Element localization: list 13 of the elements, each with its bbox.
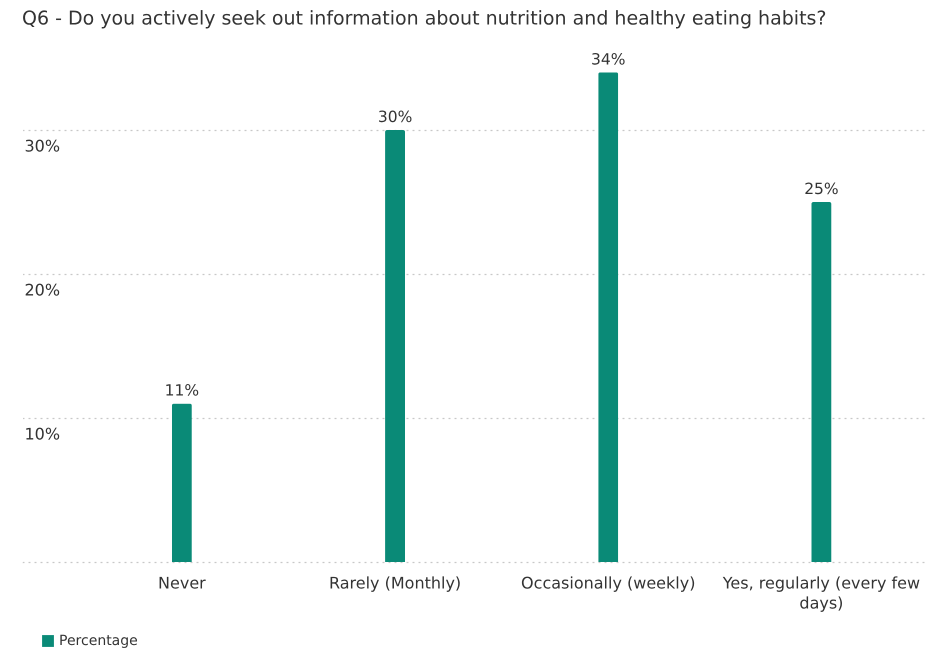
y-tick-label: 30% <box>24 136 60 156</box>
legend-label: Percentage <box>59 633 138 649</box>
x-tick-label: Never <box>158 574 206 592</box>
data-label: 25% <box>804 180 839 198</box>
chart-title: Q6 - Do you actively seek out information about nutrition and healthy eating habits? <box>22 7 827 30</box>
y-tick-label: 10% <box>24 424 60 444</box>
x-tick-label: Occasionally (weekly) <box>521 574 696 592</box>
data-label: 30% <box>378 108 412 126</box>
data-label: 34% <box>591 50 626 68</box>
x-tick-label: Rarely (Monthly) <box>328 574 462 592</box>
x-tick-label: Yes, regularly (every few days) <box>722 574 920 612</box>
y-tick-label: 20% <box>24 280 60 300</box>
data-label: 11% <box>164 382 200 400</box>
